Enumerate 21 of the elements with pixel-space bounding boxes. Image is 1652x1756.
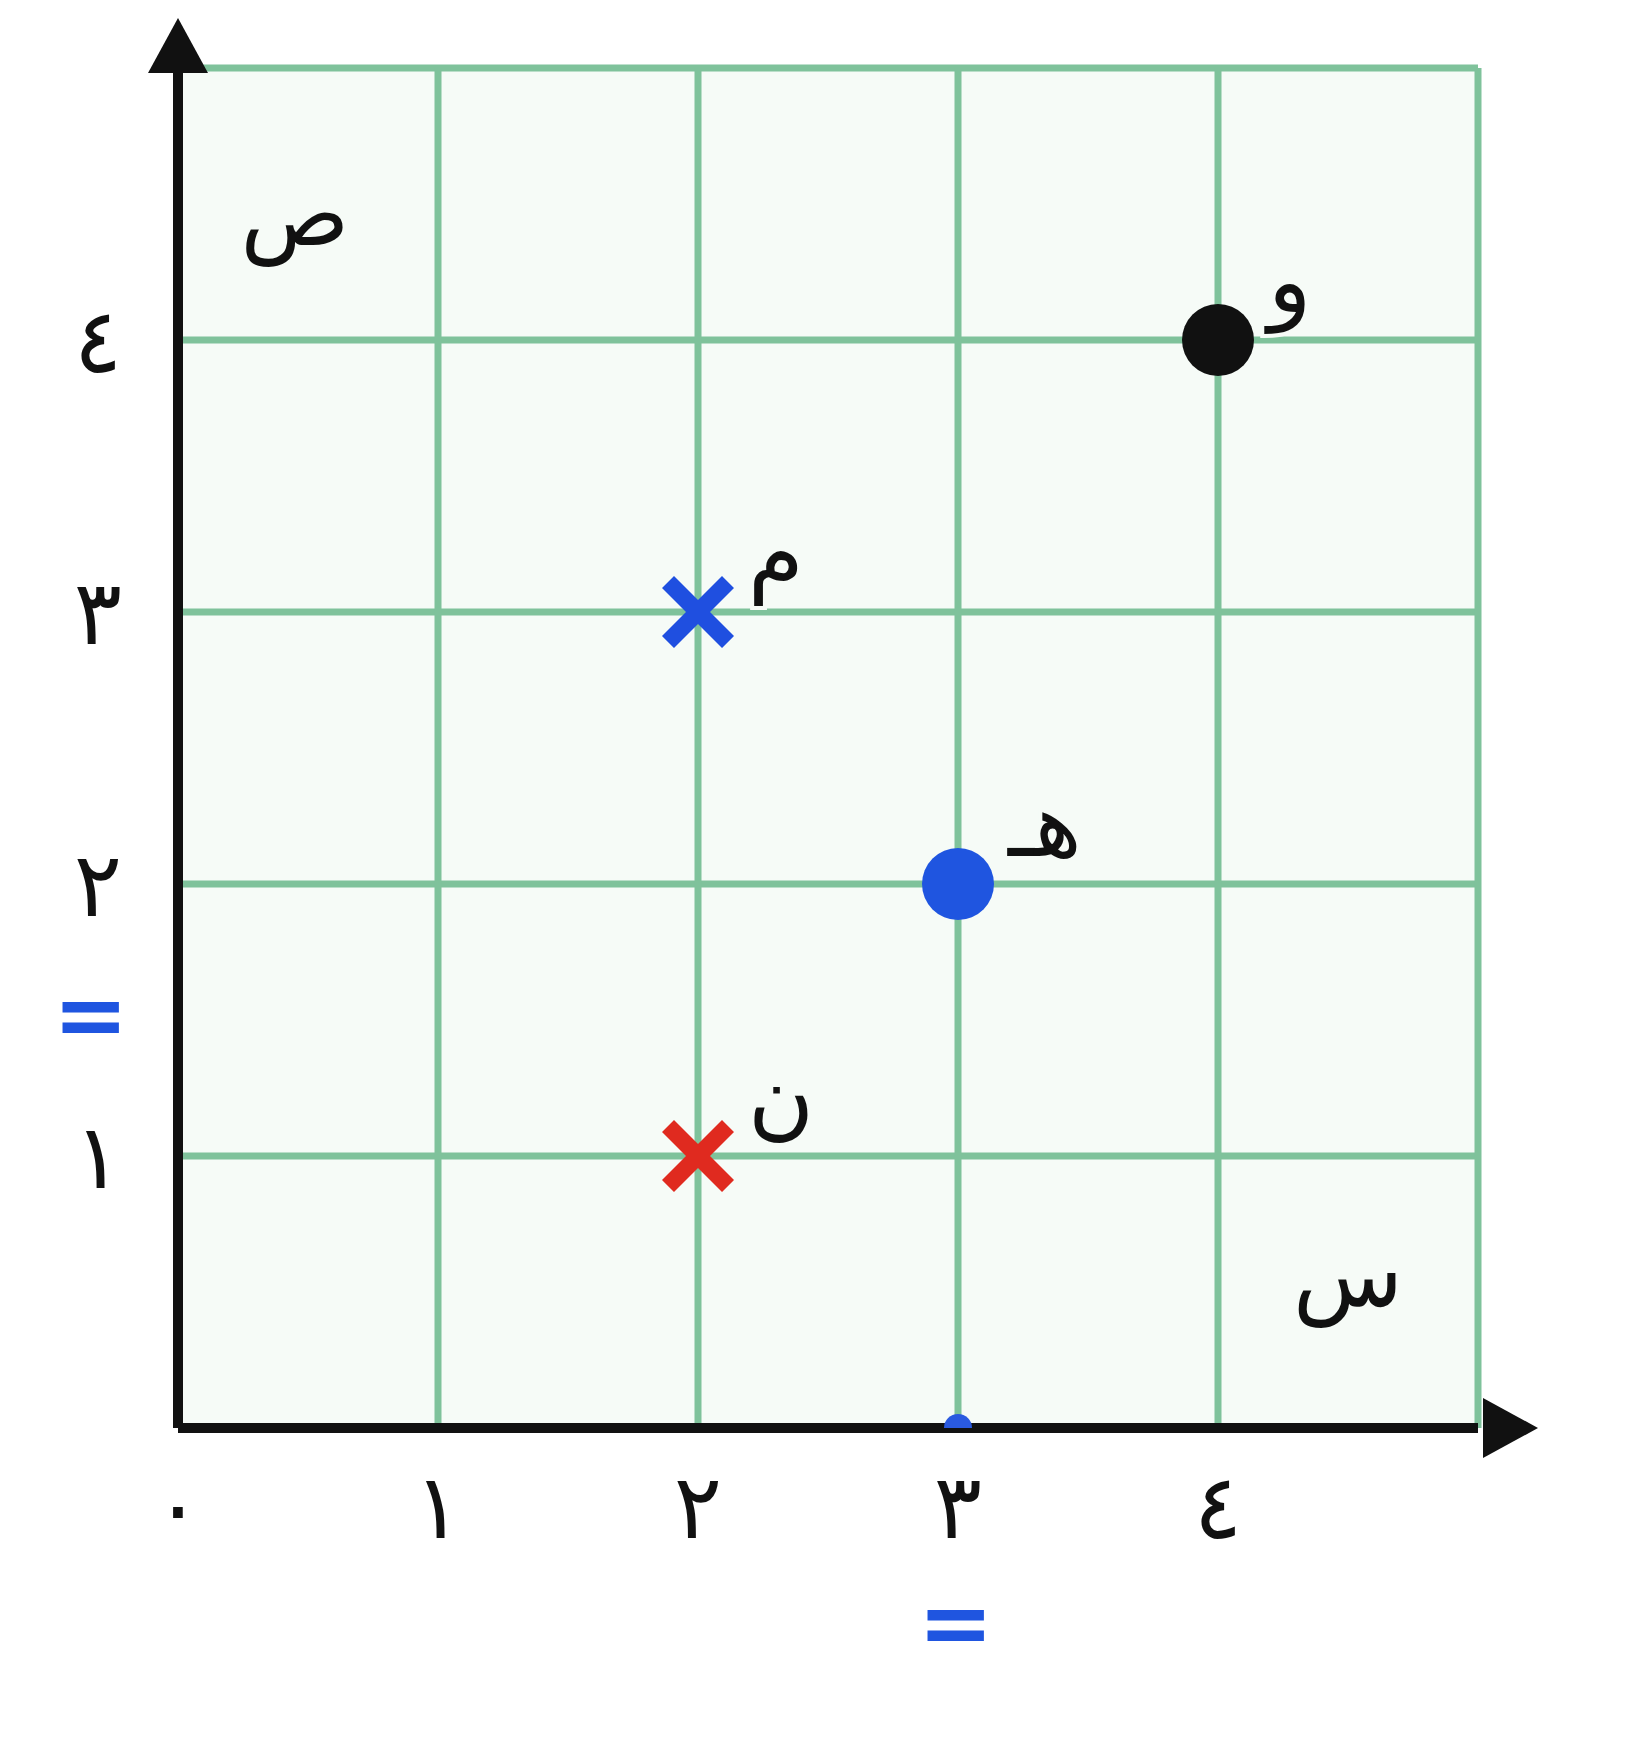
x-axis-title: س [1293, 1221, 1403, 1328]
x-tick-label: ٠ [153, 1453, 203, 1559]
y-tick-label: ٤ [73, 287, 122, 393]
point [662, 1120, 734, 1192]
point [922, 848, 994, 920]
point [662, 576, 734, 648]
x-tick-label: ١ [413, 1453, 463, 1559]
x-tick-label: ٢ [673, 1453, 723, 1559]
y-tick-label: ١ [73, 1103, 122, 1209]
series-label: م [748, 500, 804, 606]
y-tick-label: ٢ [73, 831, 122, 937]
text: = [53, 962, 129, 1067]
series-label: و [1264, 228, 1312, 335]
point [1182, 304, 1254, 376]
y-tick-label: ٣ [73, 559, 122, 665]
series-label: ن [748, 1044, 815, 1149]
y-axis-title: ص [240, 160, 350, 267]
series-label: هـ [1007, 772, 1082, 877]
x-tick-label: ٣ [933, 1453, 983, 1559]
x-tick-label: ٤ [1193, 1453, 1243, 1559]
text: = [918, 1570, 994, 1675]
